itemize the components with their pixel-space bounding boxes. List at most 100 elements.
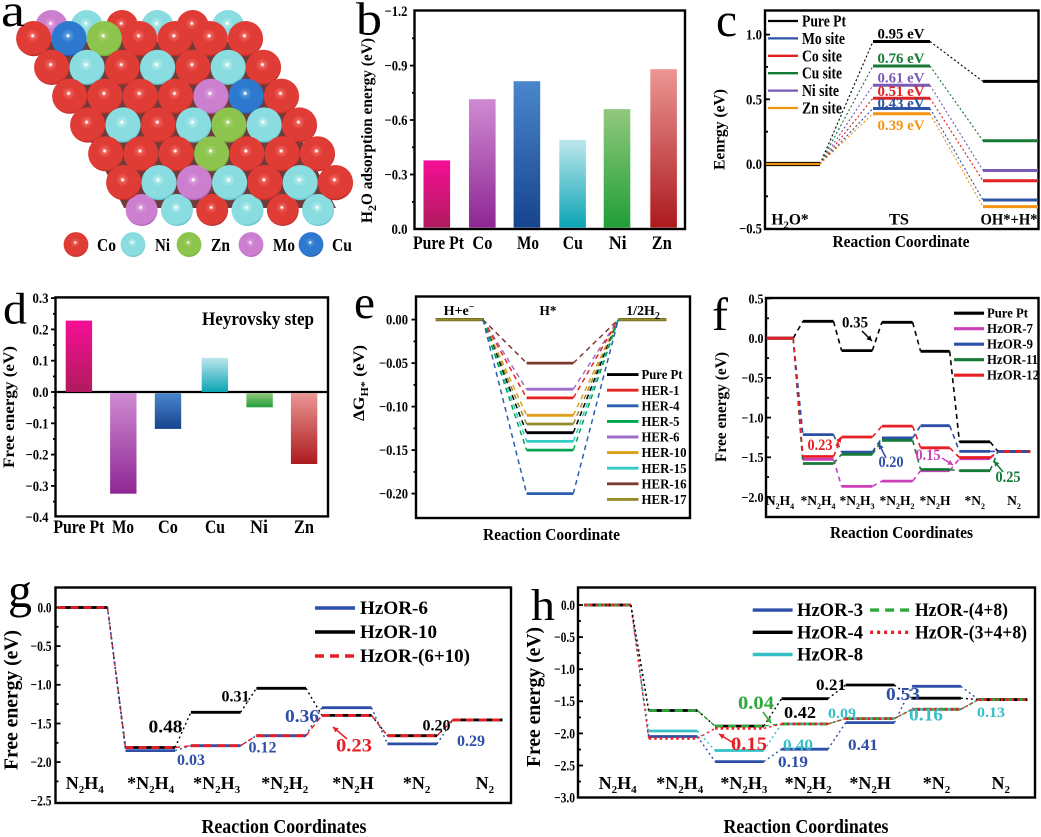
svg-text:OH*+H*: OH*+H* [981,212,1038,229]
svg-text:Reaction Coordinates: Reaction Coordinates [202,816,367,837]
svg-text:−1.0: −1.0 [742,411,764,426]
svg-text:−0.1: −0.1 [26,416,49,432]
svg-text:*N2​H2​: *N2​H2​ [785,773,833,796]
svg-text:Ni: Ni [609,233,627,254]
svg-text:0.0: 0.0 [746,157,762,173]
svg-text:Ni: Ni [250,517,268,538]
svg-text:Zn site: Zn site [802,99,842,118]
svg-text:0.39 eV: 0.39 eV [878,118,925,134]
svg-text:−2.0: −2.0 [554,726,575,742]
svg-text:HER-6: HER-6 [642,430,680,445]
svg-text:Heyrovsky step: Heyrovsky step [202,309,314,330]
svg-text:−1.5: −1.5 [742,451,764,466]
svg-text:0.40: 0.40 [783,737,813,754]
svg-text:0.48: 0.48 [149,717,183,737]
svg-text:0.61 eV: 0.61 eV [878,71,925,87]
svg-text:Co: Co [472,233,492,254]
svg-text:TS: TS [889,212,909,229]
svg-text:0.41: 0.41 [848,737,878,754]
svg-text:Cu: Cu [563,233,583,254]
svg-text:−2.5: −2.5 [554,758,575,774]
svg-text:−2.0: −2.0 [31,755,52,771]
svg-text:*N2​H4​: *N2​H4​ [800,493,835,511]
svg-text:1/2H2: 1/2H2 [626,304,660,322]
svg-text:H2O*: H2O* [771,212,809,232]
svg-text:b: b [356,0,382,46]
svg-text:N2​: N2​ [1007,493,1021,511]
svg-text:−0.3: −0.3 [385,168,408,184]
svg-text:Free energy (eV): Free energy (eV) [1,346,18,468]
svg-text:HzOR-12: HzOR-12 [987,368,1039,383]
svg-text:0.16: 0.16 [909,705,943,725]
svg-text:−0.05: −0.05 [379,356,408,372]
svg-text:Pure Pt: Pure Pt [413,233,465,254]
svg-text:−0.2: −0.2 [26,448,49,464]
svg-text:−1.2: −1.2 [385,4,408,20]
svg-text:H*: H* [540,304,557,319]
svg-text:HER-5: HER-5 [642,414,680,429]
svg-text:0.29: 0.29 [457,733,485,750]
svg-text:−0.5: −0.5 [554,630,575,646]
svg-text:Reaction Coordinate: Reaction Coordinate [833,232,970,251]
svg-text:Eenrgy (eV): Eenrgy (eV) [712,89,729,170]
svg-text:−2.0: −2.0 [742,491,764,506]
svg-text:*N2​H: *N2​H [919,493,951,511]
svg-text:0.25: 0.25 [996,469,1021,486]
svg-text:HzOR-7: HzOR-7 [987,321,1033,336]
svg-text:HzOR-11: HzOR-11 [987,352,1038,367]
svg-text:−0.9: −0.9 [385,59,408,75]
svg-text:N2​H4​: N2​H4​ [599,773,638,796]
svg-text:−0.10: −0.10 [379,400,408,416]
svg-text:HzOR-(4+8): HzOR-(4+8) [915,600,1008,621]
svg-text:*N2​H2​: *N2​H2​ [879,493,914,511]
svg-text:*N2​: *N2​ [923,773,951,796]
svg-text:HzOR-(6+10): HzOR-(6+10) [360,646,470,667]
svg-text:Mo: Mo [273,235,295,255]
svg-text:Pure Pt: Pure Pt [53,517,105,538]
svg-text:N2​H4​: N2​H4​ [66,773,105,796]
svg-text:HzOR-3: HzOR-3 [797,600,863,621]
svg-text:Free energy (eV): Free energy (eV) [713,352,730,462]
svg-text:0.31: 0.31 [222,689,250,706]
svg-text:*N2​: *N2​ [964,493,985,511]
svg-text:*N2​H3​: *N2​H3​ [720,773,768,796]
svg-text:−1.0: −1.0 [31,678,52,694]
svg-text:HzOR-(3+4+8): HzOR-(3+4+8) [915,622,1027,643]
svg-text:0.42: 0.42 [784,703,816,722]
svg-text:HzOR-4: HzOR-4 [797,622,863,643]
svg-text:ΔGH* (eV): ΔGH* (eV) [351,345,371,421]
svg-text:0.21: 0.21 [816,677,846,694]
svg-text:0.09: 0.09 [828,706,856,722]
svg-text:*N2​H4​: *N2​H4​ [127,773,175,796]
svg-text:0.1: 0.1 [33,354,49,370]
svg-text:Pure Pt: Pure Pt [987,306,1028,321]
svg-text:0.0: 0.0 [749,332,764,347]
svg-text:Cu: Cu [205,517,225,538]
svg-text:Co site: Co site [802,46,842,65]
svg-text:Co: Co [97,235,116,255]
svg-text:0.5: 0.5 [749,292,764,307]
svg-text:0.35: 0.35 [842,315,868,332]
svg-text:0.03: 0.03 [177,752,205,769]
svg-text:Reaction Coordinate: Reaction Coordinate [483,525,620,544]
svg-text:Reaction Coordinates: Reaction Coordinates [724,816,889,837]
svg-text:0.23: 0.23 [336,736,372,757]
svg-text:0.0: 0.0 [33,385,49,401]
svg-text:d: d [3,285,27,334]
svg-text:0.04: 0.04 [738,693,775,714]
svg-text:0.20: 0.20 [423,718,451,735]
svg-text:f: f [712,289,728,341]
svg-text:0.15: 0.15 [916,447,941,464]
svg-text:*N2​H3​: *N2​H3​ [839,493,874,511]
svg-text:−0.4: −0.4 [26,510,49,526]
svg-text:HzOR-10: HzOR-10 [360,622,437,643]
svg-text:0.43 eV: 0.43 eV [878,96,925,112]
svg-text:N2​: N2​ [476,773,495,796]
svg-text:−0.5: −0.5 [742,372,764,387]
svg-text:0.5: 0.5 [746,92,762,108]
svg-text:Zn: Zn [211,235,230,255]
svg-text:HER-1: HER-1 [642,383,680,398]
svg-text:−0.5: −0.5 [739,222,762,238]
svg-text:0.0: 0.0 [38,600,52,616]
svg-text:−0.6: −0.6 [385,113,408,129]
